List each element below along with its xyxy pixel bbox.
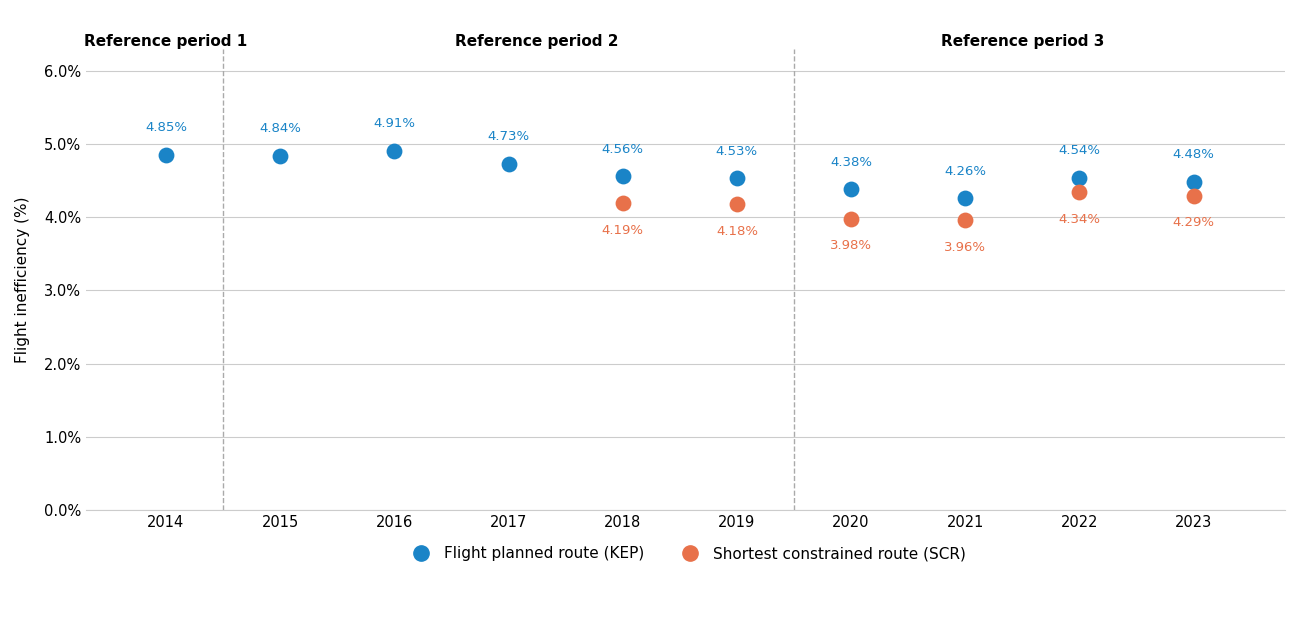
Point	[841, 214, 862, 224]
Text: 4.34%: 4.34%	[1058, 213, 1101, 226]
Point	[612, 171, 633, 181]
Text: 4.73%: 4.73%	[488, 130, 529, 143]
Point	[1069, 173, 1089, 183]
Text: 4.19%: 4.19%	[602, 224, 644, 237]
Point	[269, 151, 290, 160]
Point	[612, 198, 633, 208]
Point	[956, 193, 976, 203]
Text: 4.56%: 4.56%	[602, 142, 644, 156]
Point	[1183, 191, 1204, 201]
Point	[1069, 187, 1089, 197]
Text: 3.96%: 3.96%	[944, 241, 987, 254]
Text: 4.54%: 4.54%	[1058, 144, 1101, 157]
Text: 4.18%: 4.18%	[716, 225, 758, 238]
Point	[156, 150, 177, 160]
Text: 4.91%: 4.91%	[373, 117, 415, 130]
Point	[498, 159, 519, 169]
Point	[841, 184, 862, 194]
Point	[1183, 177, 1204, 187]
Text: 4.29%: 4.29%	[1173, 216, 1214, 230]
Text: 4.84%: 4.84%	[259, 122, 302, 135]
Text: 4.26%: 4.26%	[944, 165, 987, 178]
Y-axis label: Flight inefficiency (%): Flight inefficiency (%)	[16, 196, 30, 363]
Point	[727, 199, 747, 209]
Point	[956, 215, 976, 225]
Text: Reference period 1: Reference period 1	[84, 34, 247, 49]
Point	[384, 146, 404, 156]
Text: Reference period 2: Reference period 2	[455, 34, 619, 49]
Text: 3.98%: 3.98%	[831, 239, 872, 252]
Text: 4.48%: 4.48%	[1173, 149, 1214, 162]
Legend: Flight planned route (KEP), Shortest constrained route (SCR): Flight planned route (KEP), Shortest con…	[399, 540, 971, 567]
Text: 4.38%: 4.38%	[831, 156, 872, 169]
Text: Reference period 3: Reference period 3	[941, 34, 1104, 49]
Text: 4.85%: 4.85%	[144, 121, 187, 134]
Text: 4.53%: 4.53%	[716, 145, 758, 158]
Point	[727, 174, 747, 183]
